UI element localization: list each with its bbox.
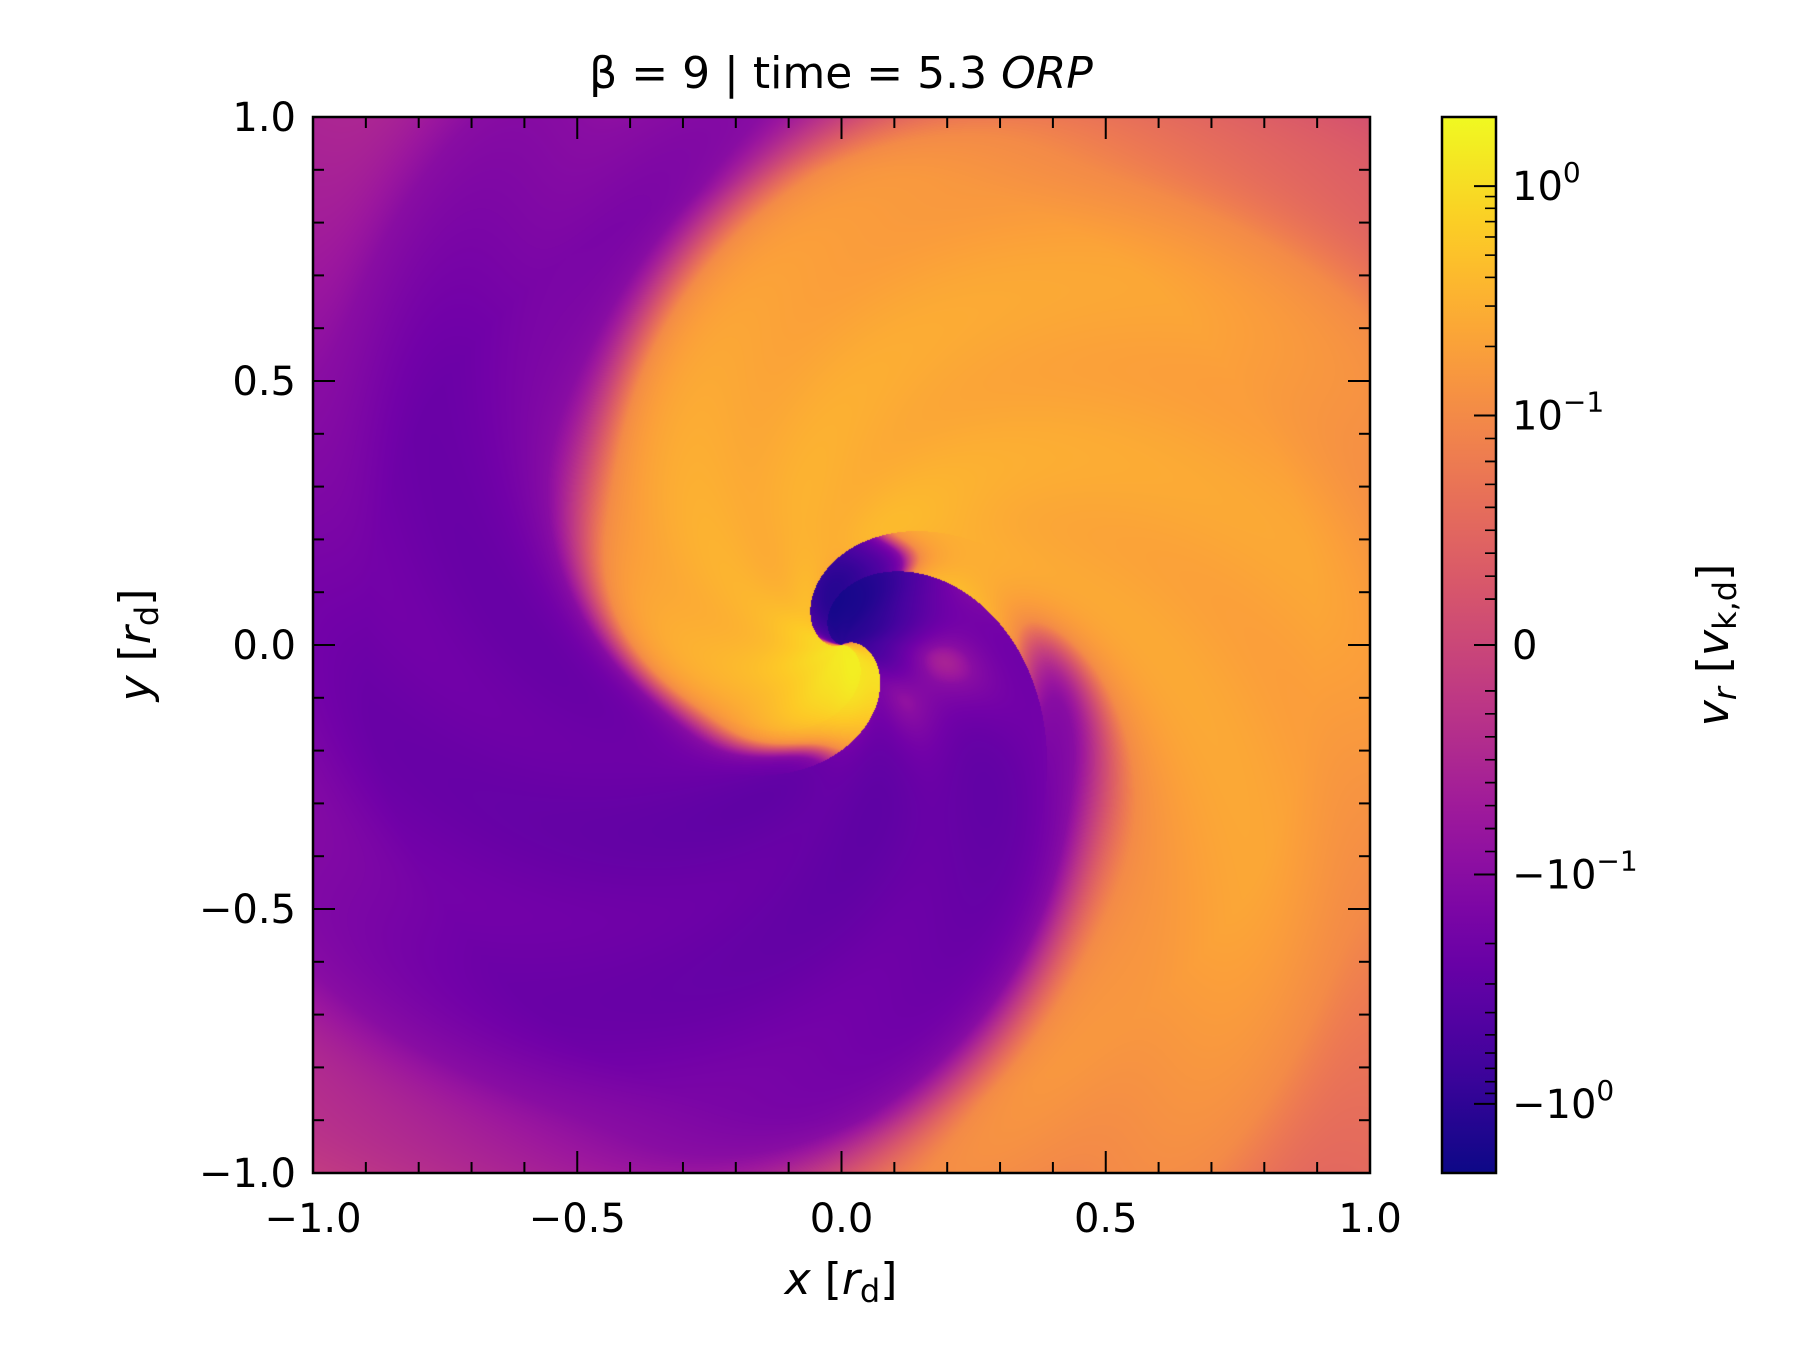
colorbar-bar xyxy=(1440,115,1498,1175)
heatmap xyxy=(313,117,1370,1173)
axis-tick-labels: −1.0 −0.5 0.0 0.5 1.0 −1.0 −0.5 0.0 0.5 1.0 xyxy=(199,95,1402,1242)
x-tick-label: 1.0 xyxy=(1338,1196,1402,1242)
chart-title: β = 9 | time = 5.3 ORP xyxy=(589,48,1093,99)
y-tick-label: 0.5 xyxy=(232,359,296,405)
colorbar-tick-labels: 100 10−1 0 −10−1 −100 xyxy=(1512,156,1638,1128)
y-tick-label: 1.0 xyxy=(232,95,296,141)
axis-ticks xyxy=(312,116,1371,1174)
y-tick-label: −1.0 xyxy=(199,1151,296,1197)
x-axis-label: x [rd] xyxy=(783,1254,898,1310)
y-tick-label: −0.5 xyxy=(199,887,296,933)
colorbar-tick-label: −100 xyxy=(1512,1074,1614,1128)
colorbar-label: vr [vk,d] xyxy=(1688,564,1744,727)
x-tick-label: 0.0 xyxy=(810,1196,874,1242)
colorbar-tick-label: 100 xyxy=(1512,156,1581,210)
colorbar-tick-label: 0 xyxy=(1512,623,1537,669)
x-tick-label: 0.5 xyxy=(1074,1196,1138,1242)
y-tick-label: 0.0 xyxy=(232,623,296,669)
y-axis-label: y [rd] xyxy=(110,589,166,704)
x-tick-label: −1.0 xyxy=(264,1196,361,1242)
colorbar: 100 10−1 0 −10−1 −100 vr [vk,d] xyxy=(1440,115,1744,1175)
colorbar-tick-label: −10−1 xyxy=(1512,844,1638,898)
colorbar-tick-label: 10−1 xyxy=(1512,386,1604,440)
x-tick-label: −0.5 xyxy=(529,1196,626,1242)
colorbar-ticks xyxy=(1474,185,1496,1105)
